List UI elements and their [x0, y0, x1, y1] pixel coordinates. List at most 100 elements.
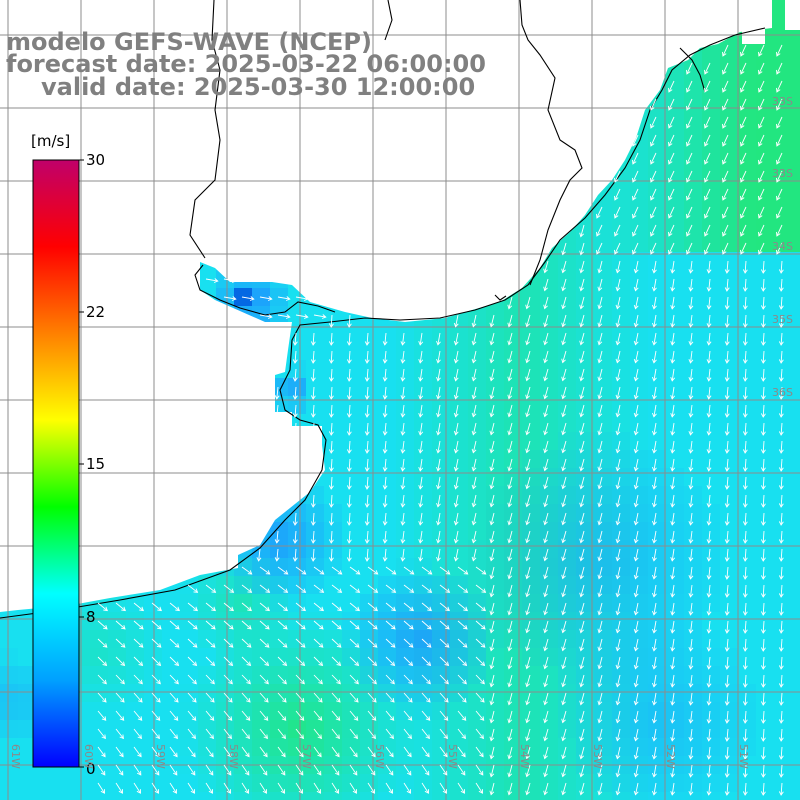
wind-arrow-head [670, 485, 676, 490]
wind-arrow-head [328, 485, 334, 490]
wind-arrow [439, 692, 449, 703]
field-cell [396, 558, 415, 577]
wind-arrow [384, 404, 387, 417]
wind-arrow-head [776, 105, 781, 111]
wind-arrow-head [139, 624, 144, 630]
wind-arrow [780, 278, 783, 292]
wind-arrow-head [507, 394, 513, 400]
field-cell [324, 648, 343, 667]
wind-arrow-head [668, 231, 673, 237]
wind-arrow-head [244, 789, 249, 794]
field-cell [630, 234, 649, 253]
wind-arrow [690, 782, 693, 795]
field-cell [594, 540, 613, 559]
wind-arrow-head [525, 322, 531, 328]
field-cell [360, 540, 379, 559]
wind-arrow-head [633, 484, 639, 490]
wind-arrow-head [328, 359, 334, 364]
wind-arrow [580, 728, 585, 741]
wind-arrow-head [670, 539, 676, 544]
wind-arrow-head [688, 539, 694, 544]
wind-arrow [115, 746, 124, 757]
wind-arrow-head [706, 665, 712, 670]
wind-arrow [671, 530, 675, 543]
wind-arrow-head [481, 624, 486, 630]
wind-arrow-head [704, 231, 709, 237]
wind-arrow [616, 530, 621, 543]
field-cell [684, 612, 703, 631]
wind-arrow [762, 368, 765, 382]
wind-arrow-head [355, 606, 360, 612]
field-cell [648, 324, 667, 343]
wind-arrow-head [561, 502, 566, 508]
wind-arrow-head [525, 718, 531, 724]
wind-arrow [598, 476, 603, 489]
wind-arrow [472, 530, 477, 543]
wind-arrow-head [688, 683, 694, 688]
wind-arrow [544, 566, 549, 579]
wind-arrow-head [328, 323, 334, 328]
field-cell [648, 648, 667, 667]
field-cell [468, 738, 487, 757]
field-cell [648, 522, 667, 541]
wind-arrow-head [156, 679, 161, 685]
wind-arrow [151, 764, 160, 776]
field-cell [504, 414, 523, 433]
wind-arrow-head [650, 123, 655, 129]
wind-arrow [686, 116, 693, 129]
field-cell [612, 360, 631, 379]
wind-arrow [580, 620, 585, 633]
wind-arrow-head [724, 701, 730, 706]
wind-arrow-head [211, 606, 216, 612]
wind-arrow [133, 764, 142, 776]
wind-arrow [653, 728, 657, 741]
field-cell [432, 774, 451, 793]
wind-arrow-head [760, 575, 766, 580]
wind-arrow-head [328, 341, 334, 346]
field-cell [666, 180, 685, 199]
wind-arrow-head [633, 628, 639, 634]
field-cell [486, 774, 505, 793]
wind-arrow [690, 278, 693, 291]
wind-arrow [508, 728, 513, 741]
wind-arrow-head [597, 664, 603, 670]
wind-arrow-head [418, 467, 424, 472]
field-cell [612, 396, 631, 415]
field-cell [126, 684, 145, 703]
wind-arrow-head [651, 610, 657, 616]
wind-arrow [115, 620, 126, 630]
wind-arrow [708, 350, 711, 363]
field-cell [630, 396, 649, 415]
wind-arrow-head [722, 105, 727, 111]
field-cell [792, 360, 800, 379]
wind-arrow-head [688, 305, 694, 310]
field-cell [540, 342, 559, 361]
wind-arrow [508, 458, 513, 471]
wind-arrow-head [337, 570, 343, 575]
field-cell [774, 576, 793, 595]
wind-arrow-head [246, 661, 252, 667]
wind-arrow-head [740, 177, 745, 183]
wind-arrow-head [301, 606, 306, 612]
field-cell [198, 666, 217, 685]
wind-arrow-head [724, 485, 730, 490]
wind-arrow [671, 296, 675, 309]
field-cell [666, 558, 685, 577]
field-cell [522, 612, 541, 631]
wind-arrow [708, 620, 711, 633]
field-cell [108, 774, 127, 793]
wind-arrow-head [102, 697, 107, 703]
wind-arrow-head [364, 467, 370, 472]
wind-arrow [133, 620, 144, 630]
field-cell [738, 288, 757, 307]
field-cell [594, 612, 613, 631]
field-cell [738, 486, 757, 505]
wind-arrow [762, 656, 765, 670]
wind-arrow [708, 386, 711, 399]
field-cell [648, 126, 667, 145]
wind-arrow-head [722, 177, 727, 183]
field-cell [576, 216, 595, 235]
wind-arrow [596, 242, 603, 255]
wind-arrow [671, 548, 675, 561]
wind-arrow [671, 512, 675, 525]
